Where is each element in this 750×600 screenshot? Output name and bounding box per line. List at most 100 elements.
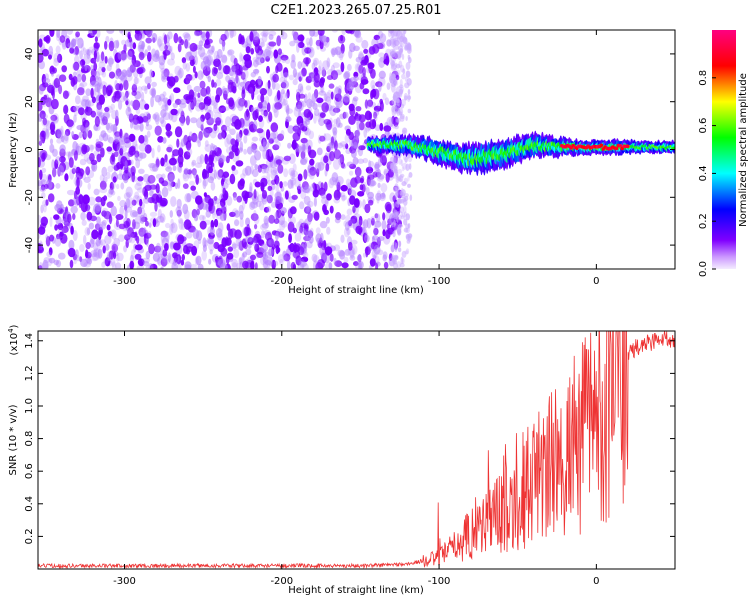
spectrogram-noise-cell <box>226 223 231 231</box>
spectrogram-noise-cell <box>331 123 337 134</box>
spectrogram-noise-cell <box>38 265 43 269</box>
spectrogram-noise-cell <box>270 159 276 169</box>
spectrogram-noise-cell <box>73 258 77 265</box>
spectrogram-noise-cell <box>390 61 396 66</box>
spectrogram-noise-cell <box>314 108 320 117</box>
spectrogram-noise-cell <box>184 41 191 49</box>
spectrogram-noise-cell <box>266 206 271 213</box>
spectrogram-noise-cell <box>159 93 166 102</box>
spectrogram-noise-cell <box>390 157 395 162</box>
spectrogram-noise-cell <box>227 49 235 56</box>
spectrogram-noise-cell <box>262 254 269 264</box>
spectrogram-noise-cell <box>120 75 127 82</box>
spectrogram-noise-cell <box>297 34 305 42</box>
spectrogram-noise-cell <box>91 80 99 87</box>
spectrogram-noise-cell <box>134 153 139 161</box>
spectrogram-noise-cell <box>144 144 152 154</box>
spectrogram-noise-cell <box>404 42 409 50</box>
snr-scale-label: (x104) <box>7 324 20 355</box>
spectrogram-noise-cell <box>358 215 363 226</box>
spectrogram-noise-cell <box>215 228 223 238</box>
spectrogram-noise-cell <box>94 223 101 231</box>
spectrogram-noise-cell <box>110 256 116 267</box>
spectrogram-noise-cell <box>338 96 345 103</box>
spectrogram-noise-cell <box>138 35 143 42</box>
spectrogram-noise-cell <box>69 259 74 269</box>
spectrogram-noise-cell <box>194 256 199 267</box>
spectrogram-noise-cell <box>392 30 397 34</box>
spectrogram-noise-cell <box>267 87 273 97</box>
spectrogram-noise-cell <box>198 238 202 245</box>
spectrogram-noise-cell <box>296 146 305 154</box>
spectrogram-noise-cell <box>104 56 108 64</box>
spectrogram-noise-cell <box>355 106 362 112</box>
spectrogram-noise-cell <box>318 237 323 247</box>
spectrogram-noise-cell <box>162 91 167 97</box>
spectrogram-noise-cell <box>145 250 151 260</box>
spectrogram-noise-cell <box>273 107 279 118</box>
spectrogram-noise-cell <box>374 163 380 169</box>
spectrogram-noise-cell <box>173 254 178 263</box>
spectrogram-noise-cell <box>137 116 144 124</box>
spectrogram-noise-cell <box>319 220 328 229</box>
spectrogram-noise-cell <box>75 249 79 258</box>
spectrogram-noise-cell <box>381 192 386 198</box>
spectrogram-noise-cell <box>334 105 340 114</box>
spectrogram-noise-cell <box>303 169 308 180</box>
spectrogram-noise-cell <box>328 178 335 189</box>
spectrogram-noise-cell <box>401 258 405 264</box>
spectrogram-noise-cell <box>190 185 196 191</box>
spectrogram-noise-cell <box>51 67 57 74</box>
spectrogram-noise-cell <box>43 77 51 84</box>
spectrogram-noise-cell <box>154 125 162 136</box>
spectrogram-noise-cell <box>186 84 192 92</box>
spectrogram-noise-cell <box>283 181 288 187</box>
spectrogram-noise-cell <box>225 116 232 128</box>
spectrogram-noise-cell <box>208 258 212 265</box>
spectrogram-noise-cell <box>71 168 76 175</box>
spectrogram-noise-cell <box>170 181 176 187</box>
spectrogram-noise-cell <box>299 225 304 234</box>
spectrogram-noise-cell <box>38 111 44 122</box>
spectrogram-noise-cell <box>58 252 66 260</box>
spectrogram-noise-cell <box>164 44 168 51</box>
spectrogram-noise-cell <box>245 46 251 54</box>
spectrogram-noise-cell <box>174 126 183 138</box>
spectrogram-noise-cell <box>242 198 246 210</box>
spectrogram-noise-cell <box>300 153 305 164</box>
spectrogram-noise-cell <box>139 214 145 224</box>
spectrogram-noise-cell <box>130 59 136 71</box>
spectrogram-noise-cell <box>319 135 326 142</box>
spectrogram-noise-cell <box>263 164 268 170</box>
spectrogram-noise-cell <box>200 114 206 122</box>
spectrogram-noise-cell <box>217 244 225 253</box>
spectrogram-noise-cell <box>134 253 142 260</box>
spectrogram-noise-cell <box>400 159 404 167</box>
spectrogram-noise-cell <box>313 59 318 68</box>
spectrogram-noise-cell <box>361 221 366 230</box>
spectrogram-noise-cell <box>159 213 166 224</box>
spectrogram-noise-cell <box>114 69 121 80</box>
spectrogram-noise-cell <box>333 197 341 204</box>
spectrogram-noise-cell <box>134 143 139 152</box>
spectrogram-noise-cell <box>354 166 362 177</box>
spectrogram-noise-cell <box>170 108 178 116</box>
spectrogram-noise-cell <box>369 258 376 267</box>
spectrogram-noise-cell <box>355 36 363 43</box>
spectrogram-noise-cell <box>104 106 110 113</box>
spectrogram-noise-cell <box>290 169 295 180</box>
spectrogram-noise-cell <box>382 251 388 260</box>
spectrogram-noise-cell <box>326 57 331 68</box>
spectrogram-noise-cell <box>119 135 126 145</box>
spectrogram-noise-cell <box>300 137 308 144</box>
spectrogram-noise-cell <box>134 77 140 85</box>
spectrogram-noise-cell <box>205 126 213 134</box>
spectrogram-noise-cell <box>255 200 262 208</box>
spectrogram-noise-cell <box>160 157 165 167</box>
spectrogram-noise-cell <box>229 68 237 78</box>
spectrogram-noise-cell <box>327 142 334 149</box>
spectrogram-noise-cell <box>270 169 279 180</box>
spectrogram-noise-cell <box>73 150 78 161</box>
spectrogram-noise-cell <box>200 87 208 97</box>
spectrogram-noise-cell <box>349 195 356 206</box>
